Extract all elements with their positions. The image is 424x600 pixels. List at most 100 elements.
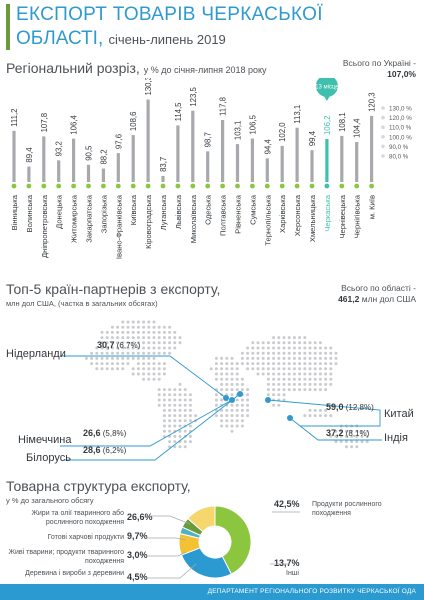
y-tick-label-4: 90,0 % bbox=[389, 144, 409, 151]
connector-belarus bbox=[64, 393, 241, 461]
highlight-badge-pointer bbox=[323, 96, 330, 101]
value-china: 59,0 (12,8%) bbox=[326, 402, 374, 412]
bar-value-label-21: 99,4 bbox=[308, 130, 317, 146]
bar-dot-2 bbox=[26, 183, 32, 189]
bar-category-label-14: Одеська bbox=[204, 194, 213, 225]
page-title-line2: ОБЛАСТІ, січень-липень 2019 bbox=[16, 28, 226, 49]
legend-label-food: Готові харчові продукти bbox=[47, 534, 124, 541]
legend-label-fats: Жири та олії тваринного або рослинного п… bbox=[31, 510, 124, 526]
bar-24 bbox=[355, 141, 359, 182]
bar-category-label-1: Вінницька bbox=[10, 194, 19, 230]
regional-title: Регіональний розріз, у % до січня-липня … bbox=[6, 60, 267, 76]
bar-11 bbox=[161, 175, 165, 182]
legend-label-other: Інші bbox=[286, 570, 299, 577]
bar-value-label-22: 106,2 bbox=[323, 116, 332, 136]
bar-value-label-20: 113,1 bbox=[293, 105, 302, 124]
y-tick-label-2: 110,0 % bbox=[389, 125, 412, 132]
y-tick-dot-1 bbox=[381, 115, 385, 120]
bar-2 bbox=[27, 166, 31, 182]
bar-value-label-9: 108,6 bbox=[129, 112, 138, 132]
country-india: Індія bbox=[384, 432, 408, 444]
bar-category-label-8: Івано-Франківська bbox=[114, 194, 123, 259]
bar-7 bbox=[101, 168, 105, 182]
structure-subtitle: у % до загального обсягу bbox=[6, 496, 94, 505]
donut-slice-1 bbox=[214, 505, 252, 575]
marker-china bbox=[265, 397, 271, 403]
bar-23 bbox=[340, 135, 344, 182]
country-belarus: Білорусь bbox=[26, 452, 71, 464]
country-netherlands: Нідерланди bbox=[6, 348, 66, 360]
bar-category-label-2: Волинська bbox=[25, 194, 34, 232]
connector-india bbox=[289, 417, 382, 441]
bar-value-label-18: 94,4 bbox=[263, 139, 272, 155]
bar-dot-23 bbox=[339, 183, 345, 189]
bar-category-label-9: Київська bbox=[129, 194, 138, 225]
bar-dot-21 bbox=[309, 183, 315, 189]
bar-value-label-1: 111,2 bbox=[10, 108, 19, 126]
bar-category-label-21: Хмельницька bbox=[308, 194, 317, 242]
country-china: Китай bbox=[384, 408, 414, 420]
bar-value-label-2: 89,4 bbox=[25, 147, 34, 163]
highlight-badge bbox=[315, 78, 338, 97]
leader-line-1 bbox=[146, 515, 191, 525]
leader-line-3 bbox=[146, 551, 187, 557]
bar-value-label-11: 83,7 bbox=[159, 157, 168, 172]
bar-5 bbox=[72, 138, 76, 182]
structure-title: Товарна структура експорту, bbox=[6, 478, 191, 494]
bar-9 bbox=[131, 135, 135, 182]
bar-value-label-4: 93,2 bbox=[55, 141, 64, 156]
regional-bar-chart: 111,2 Вінницька 89,4 Волинська 107,8 Дніпропе… bbox=[10, 78, 412, 259]
leader-line-4 bbox=[146, 563, 197, 579]
bar-dot-8 bbox=[115, 183, 121, 189]
title-accent-bar bbox=[6, 4, 10, 50]
bar-category-label-13: Миколаївська bbox=[189, 194, 198, 243]
bar-dot-12 bbox=[175, 183, 181, 189]
y-tick-label-5: 80,0 % bbox=[389, 154, 409, 161]
bar-value-label-12: 114,5 bbox=[174, 102, 183, 122]
bar-category-label-11: Луганська bbox=[159, 194, 168, 230]
y-tick-dot-3 bbox=[381, 135, 385, 139]
bar-category-label-10: Кіровоградська bbox=[144, 194, 153, 249]
footer-bar bbox=[0, 584, 424, 600]
bar-category-label-7: Запорізька bbox=[99, 194, 108, 233]
value-belarus: 28,6 (6,2%) bbox=[83, 445, 127, 455]
bar-category-label-25: м. Київ bbox=[368, 195, 377, 219]
y-tick-label-3: 100,0 % bbox=[389, 134, 412, 141]
bar-13 bbox=[191, 110, 195, 182]
bar-category-label-24: Чернігівська bbox=[353, 194, 362, 238]
partners-total: Всього по області - 461,2 млн дол США bbox=[338, 283, 416, 304]
bar-value-label-5: 106,4 bbox=[70, 115, 79, 135]
structure-donut-chart bbox=[146, 505, 300, 579]
regional-total: Всього по Україні - 107,0% bbox=[342, 58, 416, 79]
donut-slice-6 bbox=[186, 505, 216, 533]
bar-value-label-14: 98,7 bbox=[204, 132, 213, 147]
bar-6 bbox=[86, 164, 91, 182]
marker-belarus bbox=[237, 391, 243, 397]
bar-10 bbox=[146, 99, 150, 182]
bar-dot-5 bbox=[71, 183, 76, 189]
bar-16 bbox=[235, 144, 240, 182]
value-netherlands: 30,7 (6,7%) bbox=[97, 340, 141, 350]
bar-category-label-4: Донецька bbox=[55, 194, 64, 229]
regional-subtitle: у % до січня-липня 2018 року bbox=[143, 65, 267, 75]
y-tick-dot-4 bbox=[381, 144, 385, 149]
bar-dot-3 bbox=[41, 183, 47, 189]
bar-19 bbox=[280, 145, 284, 182]
marker-netherlands bbox=[223, 395, 229, 401]
bar-dot-16 bbox=[235, 183, 240, 189]
leader-line-2 bbox=[146, 537, 187, 541]
bar-14 bbox=[206, 151, 210, 182]
bar-dot-6 bbox=[86, 183, 91, 189]
bar-dot-4 bbox=[56, 183, 62, 189]
bar-value-label-10: 130,3 bbox=[144, 78, 153, 96]
bar-category-label-16: Рівненська bbox=[234, 194, 243, 234]
bar-category-label-15: Полтавська bbox=[219, 194, 228, 236]
legend-value-wood: 4,5% bbox=[127, 572, 148, 582]
bar-value-label-23: 108,1 bbox=[338, 112, 347, 132]
y-tick-dot-2 bbox=[381, 125, 385, 129]
bar-category-label-20: Херсонська bbox=[293, 194, 302, 236]
connector-china bbox=[267, 399, 381, 427]
legend-value-food: 9,7% bbox=[127, 531, 148, 541]
bar-value-label-19: 102,0 bbox=[278, 122, 287, 142]
bar-8 bbox=[116, 153, 120, 182]
